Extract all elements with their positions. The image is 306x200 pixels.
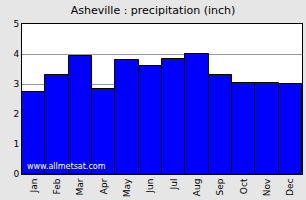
svg-text:Jun: Jun <box>145 179 155 194</box>
svg-text:3: 3 <box>13 79 19 89</box>
svg-text:Jul: Jul <box>169 179 179 191</box>
svg-text:Feb: Feb <box>52 178 62 194</box>
svg-text:4: 4 <box>13 49 19 59</box>
svg-text:Apr: Apr <box>99 178 109 194</box>
svg-text:May: May <box>122 178 132 197</box>
svg-text:Aug: Aug <box>192 179 202 197</box>
svg-text:Nov: Nov <box>262 178 272 196</box>
svg-text:Asheville : precipitation (inc: Asheville : precipitation (inch) <box>71 4 236 17</box>
svg-text:www.allmetsat.com: www.allmetsat.com <box>27 162 106 171</box>
svg-text:Mar: Mar <box>75 178 85 195</box>
svg-text:2: 2 <box>13 109 19 119</box>
svg-text:0: 0 <box>13 169 19 179</box>
svg-text:Sep: Sep <box>215 178 225 195</box>
svg-text:Dec: Dec <box>285 179 295 196</box>
svg-text:Oct: Oct <box>239 178 249 194</box>
svg-text:Jan: Jan <box>29 179 39 194</box>
svg-text:1: 1 <box>13 139 19 149</box>
svg-text:5: 5 <box>13 19 19 29</box>
